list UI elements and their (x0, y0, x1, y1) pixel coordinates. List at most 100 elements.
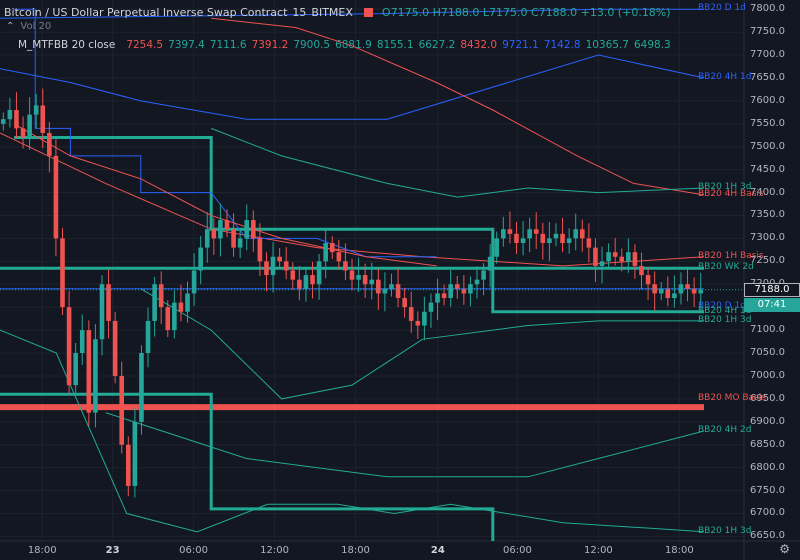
time-tick-label: 18:00 (664, 545, 694, 556)
candle-body (257, 238, 263, 262)
candle-body (461, 288, 467, 294)
symbol-title[interactable]: Bitcoin / US Dollar Perpetual Inverse Sw… (4, 5, 288, 19)
candle-body (547, 238, 552, 243)
indicator-value: 6881.9 (335, 39, 372, 51)
candle-body (566, 238, 572, 243)
band-bb20-1h-3d (140, 288, 704, 400)
candle-body (336, 252, 342, 262)
chart-header: Bitcoin / US Dollar Perpetual Inverse Sw… (4, 4, 671, 20)
band-tag-label: BB20 D 1d (698, 3, 746, 14)
time-tick-label: 23 (105, 545, 120, 556)
candle-body (435, 293, 440, 303)
candle-body (520, 238, 526, 243)
band-tag-label: BB20 4H Basis (698, 188, 764, 199)
chevron-up-icon[interactable]: ⌃ (6, 21, 15, 32)
time-tick-label: 24 (430, 545, 445, 556)
band-tag-label: BB20 1H 3d (698, 525, 752, 536)
candle-body (422, 311, 427, 326)
candle-body (7, 110, 13, 120)
candle-body (441, 293, 447, 299)
candle-body (211, 229, 217, 239)
price-tick-label: 7750.0 (750, 26, 785, 38)
candle-body (125, 444, 131, 486)
candle-body (593, 247, 598, 266)
price-tick-label: 6950.0 (750, 392, 785, 404)
price-tick-label: 7050.0 (750, 347, 785, 359)
candle-body (645, 275, 651, 285)
candle-body (408, 307, 414, 321)
band-tag-label: BB20 4H 1d (698, 305, 752, 316)
candle-body (658, 288, 664, 294)
band-tag-label: BB20 1H 3d (698, 314, 752, 325)
indicator-value: 9721.1 (502, 39, 539, 51)
indicator-legend[interactable]: M_MTFBB 20 close 7254.5 7397.4 7111.6 7391.… (18, 39, 671, 51)
indicator-value: 7900.5 (293, 39, 331, 51)
candle-body (14, 110, 19, 129)
candle-body (86, 330, 92, 413)
candle-body (428, 302, 434, 312)
candle-body (237, 238, 243, 248)
candle-body (533, 229, 539, 234)
candle-body (152, 284, 157, 321)
candle-body (626, 252, 631, 262)
candle-body (349, 270, 355, 280)
candle-body (612, 252, 618, 257)
candle-body (93, 339, 98, 413)
candle-body (27, 114, 32, 138)
countdown-label: 07:41 (744, 297, 800, 312)
price-tick-label: 7100.0 (750, 324, 785, 336)
candle-body (514, 233, 519, 243)
band-tag-label: BB20 1H 3d (698, 181, 752, 192)
band-tag-label: BB20 MO Basis (698, 392, 766, 403)
candle-body (376, 279, 381, 294)
price-tick-label: 7250.0 (750, 255, 785, 267)
candle-body (448, 284, 453, 299)
candle-body (501, 229, 506, 239)
candle-body (283, 261, 289, 271)
candle-body (356, 275, 361, 280)
ohlc-values: O7175.0 H7188.0 L7175.0 C7188.0 +13.0 (+… (381, 5, 671, 19)
candle-body (599, 261, 605, 266)
time-tick-label: 18:00 (27, 545, 57, 556)
band-tag-label: BB20 WK 2d (698, 262, 754, 273)
price-tick-label: 6900.0 (750, 415, 785, 427)
band-bb20-1h-basis (0, 132, 705, 267)
candle-body (106, 284, 111, 321)
candle-body (224, 220, 230, 230)
candle-body (231, 229, 236, 248)
flag-icon[interactable] (363, 7, 373, 17)
band-bb20-1h-3d (211, 127, 705, 198)
candle-body (66, 307, 72, 386)
time-tick-label: 12:00 (260, 545, 289, 556)
candle-body (185, 293, 190, 312)
candle-body (178, 302, 184, 312)
indicator-value: 7111.6 (209, 39, 247, 51)
indicator-value: 6498.3 (633, 39, 671, 51)
candle-body (132, 421, 138, 486)
interval-label[interactable]: 15 (292, 5, 307, 19)
candle-body (698, 289, 704, 294)
candle-body (494, 238, 500, 257)
candle-body (606, 252, 611, 262)
candle-body (468, 284, 473, 294)
price-tick-label: 6800.0 (750, 461, 785, 473)
indicator-name: M_MTFBB 20 close (18, 39, 116, 51)
candle-body (145, 320, 151, 354)
gear-icon[interactable]: ⚙ (779, 542, 790, 556)
candle-body (73, 353, 78, 386)
candle-body (204, 229, 210, 248)
candle-body (112, 320, 118, 376)
price-tick-label: 6700.0 (750, 507, 785, 519)
candle-body (218, 220, 223, 239)
candle-body (53, 155, 59, 239)
candle-body (198, 247, 203, 271)
indicator-value: 7142.8 (543, 39, 581, 51)
time-tick-label: 12:00 (583, 545, 613, 556)
volume-legend[interactable]: ⌃ Vol 20 (6, 21, 51, 32)
candle-body (251, 220, 256, 239)
candle-body (191, 270, 197, 294)
candle-body (172, 302, 177, 331)
price-tick-label: 7600.0 (750, 94, 785, 106)
candle-body (40, 105, 46, 133)
